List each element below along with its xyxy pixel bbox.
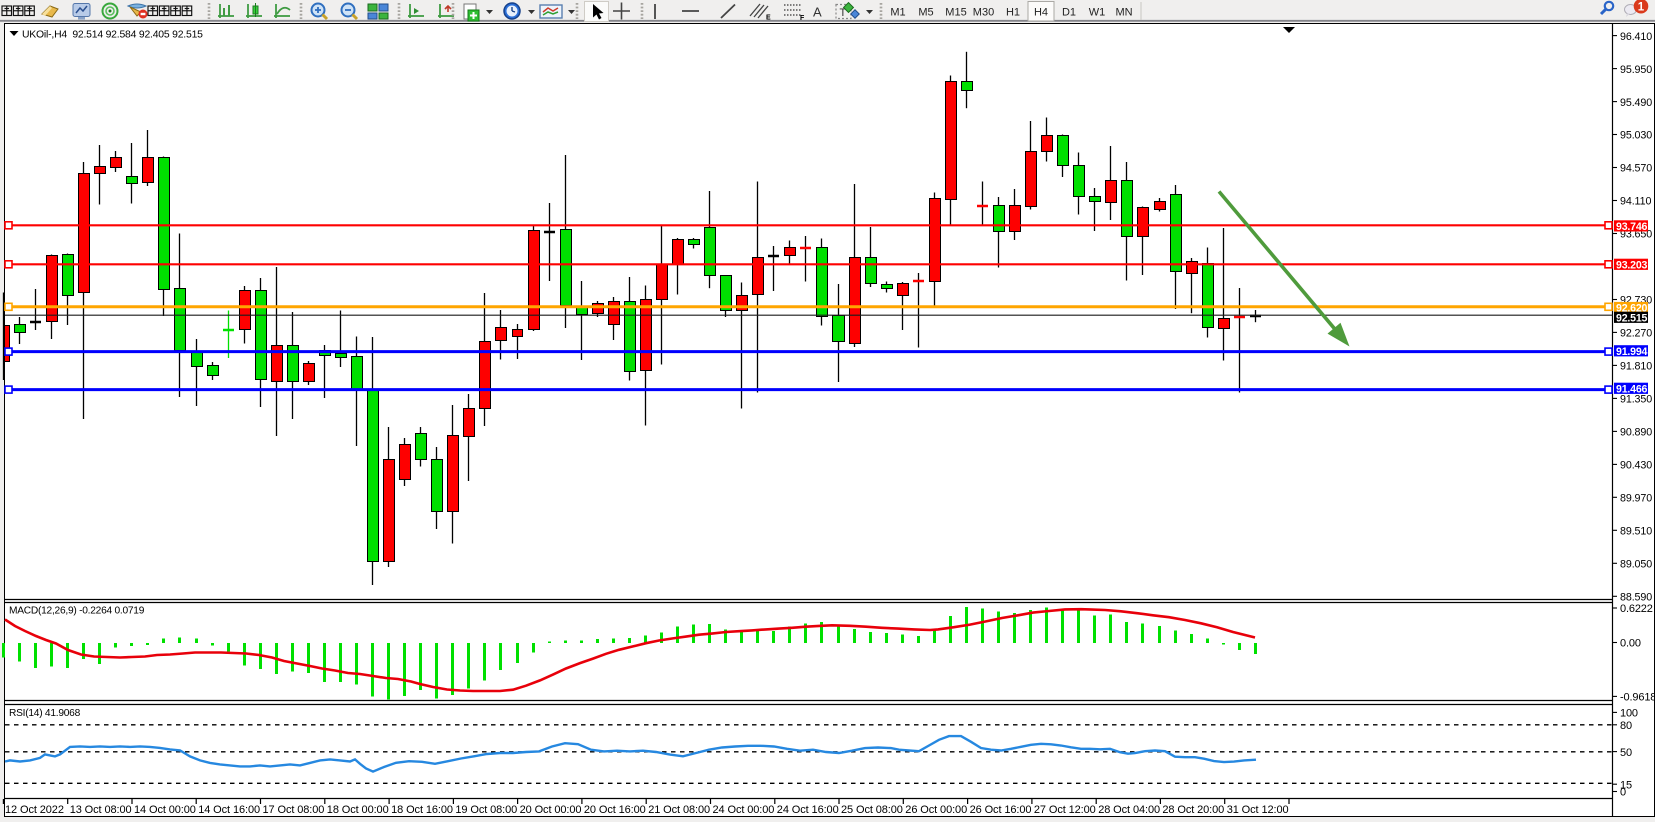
svg-text:50: 50 bbox=[1620, 747, 1632, 759]
svg-text:15: 15 bbox=[1620, 779, 1632, 791]
svg-text:92.270: 92.270 bbox=[1620, 328, 1652, 340]
svg-text:91.994: 91.994 bbox=[1616, 346, 1648, 358]
svg-text:93.203: 93.203 bbox=[1616, 259, 1648, 271]
svg-text:96.410: 96.410 bbox=[1620, 31, 1652, 43]
svg-text:20 Oct 00:00: 20 Oct 00:00 bbox=[520, 804, 582, 816]
svg-text:95.490: 95.490 bbox=[1620, 97, 1652, 109]
svg-text:A: A bbox=[813, 5, 822, 20]
svg-text:92.515: 92.515 bbox=[1616, 312, 1648, 324]
svg-text:M30: M30 bbox=[973, 7, 994, 19]
svg-text:17 Oct 08:00: 17 Oct 08:00 bbox=[263, 804, 325, 816]
svg-text:95.030: 95.030 bbox=[1620, 130, 1652, 142]
svg-text:M15: M15 bbox=[945, 7, 966, 19]
svg-text:24 Oct 00:00: 24 Oct 00:00 bbox=[713, 804, 775, 816]
svg-text:MACD(12,26,9) -0.2264 0.0719: MACD(12,26,9) -0.2264 0.0719 bbox=[9, 606, 145, 617]
svg-text:90.890: 90.890 bbox=[1620, 427, 1652, 439]
svg-text:18 Oct 00:00: 18 Oct 00:00 bbox=[327, 804, 389, 816]
svg-text:13 Oct 08:00: 13 Oct 08:00 bbox=[70, 804, 132, 816]
svg-text:88.590: 88.590 bbox=[1620, 592, 1652, 604]
svg-text:94.110: 94.110 bbox=[1620, 196, 1651, 208]
svg-text:0.6222: 0.6222 bbox=[1620, 603, 1653, 615]
svg-text:31 Oct 12:00: 31 Oct 12:00 bbox=[1227, 804, 1289, 816]
svg-text:91.466: 91.466 bbox=[1616, 383, 1648, 395]
svg-text:1: 1 bbox=[1638, 2, 1645, 14]
svg-text:14 Oct 16:00: 14 Oct 16:00 bbox=[198, 804, 260, 816]
svg-text:D1: D1 bbox=[1062, 7, 1076, 19]
svg-text:95.950: 95.950 bbox=[1620, 64, 1652, 76]
svg-text:F: F bbox=[800, 15, 805, 22]
svg-text:89.050: 89.050 bbox=[1620, 559, 1652, 571]
svg-text:21 Oct 08:00: 21 Oct 08:00 bbox=[648, 804, 710, 816]
svg-text:0.00: 0.00 bbox=[1620, 638, 1641, 650]
svg-text:18 Oct 16:00: 18 Oct 16:00 bbox=[391, 804, 453, 816]
svg-text:E: E bbox=[766, 15, 771, 22]
svg-text:UKOil-,H4 92.514 92.584 92.40: UKOil-,H4 92.514 92.584 92.405 92.515 bbox=[22, 30, 203, 41]
svg-text:89.510: 89.510 bbox=[1620, 526, 1652, 538]
svg-text:RSI(14) 41.9068: RSI(14) 41.9068 bbox=[9, 708, 81, 719]
svg-text:14 Oct 00:00: 14 Oct 00:00 bbox=[134, 804, 196, 816]
svg-text:89.970: 89.970 bbox=[1620, 493, 1652, 505]
svg-text:24 Oct 16:00: 24 Oct 16:00 bbox=[777, 804, 839, 816]
svg-text:100: 100 bbox=[1620, 708, 1638, 720]
svg-text:19 Oct 08:00: 19 Oct 08:00 bbox=[455, 804, 517, 816]
svg-text:28 Oct 20:00: 28 Oct 20:00 bbox=[1162, 804, 1224, 816]
svg-text:25 Oct 08:00: 25 Oct 08:00 bbox=[841, 804, 903, 816]
svg-text:M5: M5 bbox=[918, 7, 933, 19]
svg-text:90.430: 90.430 bbox=[1620, 460, 1652, 472]
svg-text:80: 80 bbox=[1620, 720, 1632, 732]
svg-text:-0.9618: -0.9618 bbox=[1620, 692, 1655, 704]
svg-text:91.810: 91.810 bbox=[1620, 361, 1652, 373]
svg-text:W1: W1 bbox=[1089, 7, 1106, 19]
svg-text:20 Oct 16:00: 20 Oct 16:00 bbox=[584, 804, 646, 816]
svg-text:M1: M1 bbox=[890, 7, 905, 19]
svg-text:26 Oct 00:00: 26 Oct 00:00 bbox=[905, 804, 967, 816]
svg-text:27 Oct 12:00: 27 Oct 12:00 bbox=[1034, 804, 1096, 816]
svg-text:T: T bbox=[840, 7, 847, 19]
svg-text:91.350: 91.350 bbox=[1620, 394, 1652, 406]
svg-text:12 Oct 2022: 12 Oct 2022 bbox=[5, 804, 64, 816]
svg-text:93.650: 93.650 bbox=[1620, 229, 1652, 241]
svg-text:28 Oct 04:00: 28 Oct 04:00 bbox=[1098, 804, 1160, 816]
svg-text:0: 0 bbox=[1620, 787, 1626, 799]
svg-text:H1: H1 bbox=[1006, 7, 1020, 19]
svg-text:93.746: 93.746 bbox=[1616, 221, 1648, 233]
svg-text:94.570: 94.570 bbox=[1620, 163, 1652, 175]
svg-text:MN: MN bbox=[1115, 7, 1132, 19]
svg-text:H4: H4 bbox=[1034, 7, 1048, 19]
svg-text:26 Oct 16:00: 26 Oct 16:00 bbox=[970, 804, 1032, 816]
svg-text:92.620: 92.620 bbox=[1616, 303, 1648, 315]
